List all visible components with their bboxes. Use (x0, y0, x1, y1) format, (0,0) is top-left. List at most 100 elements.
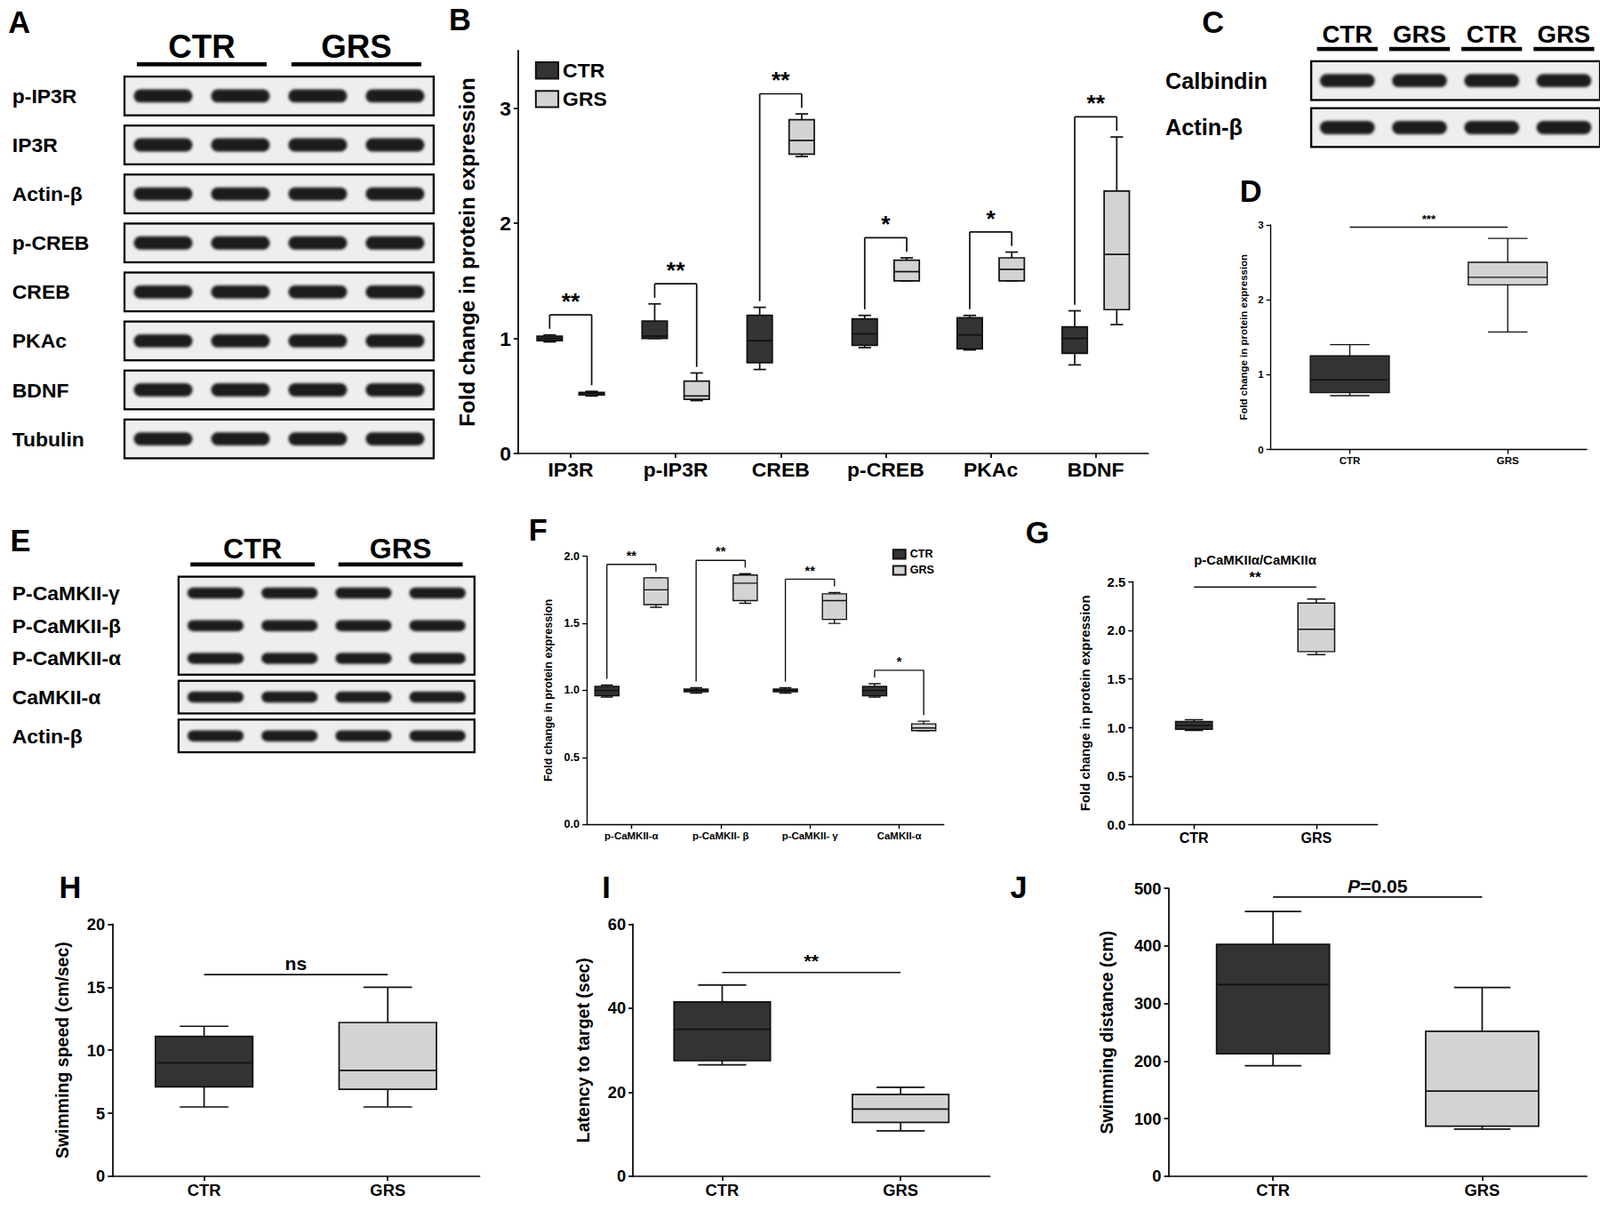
svg-text:GRS: GRS (369, 532, 432, 565)
svg-text:5: 5 (96, 1103, 105, 1122)
svg-text:*: * (880, 210, 891, 238)
svg-text:**: ** (803, 950, 819, 971)
svg-text:60: 60 (607, 913, 625, 933)
svg-text:=0.05: =0.05 (1360, 874, 1408, 896)
svg-text:15: 15 (87, 976, 105, 996)
svg-text:**: ** (1087, 90, 1106, 118)
svg-text:IP3R: IP3R (548, 458, 594, 482)
svg-text:**: ** (561, 288, 581, 315)
svg-text:Latency to target (sec): Latency to target (sec) (573, 957, 593, 1143)
svg-text:CTR: CTR (704, 1180, 739, 1200)
svg-text:GRS: GRS (562, 88, 608, 112)
svg-text:0: 0 (96, 1166, 105, 1185)
svg-text:p-CaMKII- γ: p-CaMKII- γ (782, 830, 840, 841)
svg-text:G: G (1025, 515, 1050, 550)
svg-text:CaMKII-α: CaMKII-α (12, 685, 101, 709)
svg-text:***: *** (1421, 212, 1436, 226)
svg-text:CTR: CTR (223, 532, 282, 565)
svg-text:2.0: 2.0 (564, 550, 581, 563)
svg-text:CTR: CTR (562, 59, 606, 83)
svg-text:2: 2 (499, 212, 512, 236)
svg-text:P-CaMKII-α: P-CaMKII-α (12, 646, 121, 670)
svg-text:20: 20 (607, 1081, 625, 1101)
svg-text:p-CaMKII- β: p-CaMKII- β (692, 830, 750, 841)
svg-text:**: ** (715, 544, 727, 559)
svg-text:GRS: GRS (369, 1180, 406, 1200)
svg-text:B: B (448, 2, 472, 37)
svg-text:Swimming speed (cm/sec): Swimming speed (cm/sec) (52, 941, 72, 1159)
svg-text:0: 0 (616, 1166, 626, 1185)
svg-text:CTR: CTR (910, 547, 934, 560)
svg-text:1.0: 1.0 (564, 683, 581, 696)
svg-text:**: ** (804, 562, 816, 577)
svg-text:Calbindin: Calbindin (1165, 68, 1268, 94)
svg-text:Swimming distance (cm): Swimming distance (cm) (1096, 929, 1117, 1134)
svg-text:E: E (9, 523, 31, 558)
svg-text:1: 1 (1257, 368, 1264, 380)
svg-text:Fold change in protein express: Fold change in protein expression (1077, 595, 1093, 812)
svg-text:Actin-β: Actin-β (12, 182, 83, 206)
svg-text:20: 20 (87, 913, 105, 933)
svg-text:CaMKII-α: CaMKII-α (877, 830, 922, 841)
svg-text:0.5: 0.5 (564, 751, 581, 764)
svg-text:BDNF: BDNF (1067, 458, 1125, 482)
svg-text:GRS: GRS (1300, 830, 1332, 847)
svg-text:40: 40 (607, 998, 625, 1017)
svg-text:300: 300 (1134, 993, 1162, 1013)
svg-text:**: ** (666, 256, 686, 284)
svg-text:CREB: CREB (12, 280, 71, 304)
svg-text:100: 100 (1134, 1108, 1162, 1128)
svg-text:J: J (1009, 870, 1027, 904)
svg-text:Fold change in protein express: Fold change in protein expression (1237, 253, 1248, 420)
svg-text:ns: ns (285, 952, 308, 973)
svg-text:C: C (1201, 5, 1224, 40)
svg-text:3: 3 (499, 96, 512, 120)
svg-text:1.5: 1.5 (564, 616, 581, 630)
svg-text:p-CREB: p-CREB (847, 458, 925, 482)
svg-text:BDNF: BDNF (12, 378, 70, 402)
svg-text:*: * (986, 205, 997, 232)
svg-text:CTR: CTR (168, 28, 235, 65)
svg-text:2: 2 (1257, 294, 1264, 305)
svg-text:GRS: GRS (910, 563, 935, 576)
svg-text:GRS: GRS (1464, 1180, 1500, 1200)
svg-text:CTR: CTR (1466, 20, 1518, 48)
svg-text:1.0: 1.0 (1106, 720, 1126, 736)
svg-text:3: 3 (1257, 219, 1264, 231)
svg-text:PKAc: PKAc (963, 458, 1018, 482)
svg-text:1.5: 1.5 (1106, 671, 1126, 687)
svg-text:1: 1 (499, 327, 512, 351)
svg-text:p-CaMKIIα/CaMKIIα: p-CaMKIIα/CaMKIIα (1193, 552, 1317, 568)
svg-text:2.5: 2.5 (1106, 574, 1126, 590)
svg-text:0: 0 (1152, 1166, 1161, 1185)
svg-text:10: 10 (87, 1040, 105, 1059)
svg-text:500: 500 (1134, 878, 1162, 897)
svg-text:CTR: CTR (1321, 20, 1373, 48)
svg-text:p-IP3R: p-IP3R (12, 84, 78, 108)
svg-text:P: P (1347, 874, 1361, 896)
svg-text:p-IP3R: p-IP3R (643, 458, 709, 482)
svg-text:H: H (59, 870, 82, 904)
svg-text:0: 0 (1257, 443, 1264, 455)
svg-text:CTR: CTR (1256, 1180, 1290, 1200)
svg-text:F: F (528, 512, 548, 547)
svg-text:p-CREB: p-CREB (12, 231, 90, 255)
svg-text:Actin-β: Actin-β (1165, 114, 1243, 140)
svg-text:GRS: GRS (882, 1180, 919, 1200)
svg-text:**: ** (1248, 568, 1262, 587)
svg-text:400: 400 (1134, 936, 1162, 955)
svg-text:D: D (1240, 174, 1263, 208)
svg-text:P-CaMKII-γ: P-CaMKII-γ (12, 581, 120, 605)
svg-text:2.0: 2.0 (1106, 623, 1126, 639)
svg-text:CTR: CTR (1179, 830, 1209, 847)
svg-text:Fold change in protein express: Fold change in protein expression (542, 599, 555, 782)
svg-text:*: * (896, 654, 903, 669)
svg-text:Actin-β: Actin-β (12, 724, 83, 748)
svg-text:GRS: GRS (1537, 20, 1592, 48)
svg-text:CTR: CTR (1338, 455, 1360, 466)
svg-text:Tubulin: Tubulin (12, 427, 85, 451)
svg-text:0.5: 0.5 (1106, 768, 1126, 784)
svg-text:200: 200 (1134, 1050, 1162, 1070)
svg-text:CTR: CTR (187, 1180, 222, 1200)
svg-text:P-CaMKII-β: P-CaMKII-β (12, 614, 121, 638)
